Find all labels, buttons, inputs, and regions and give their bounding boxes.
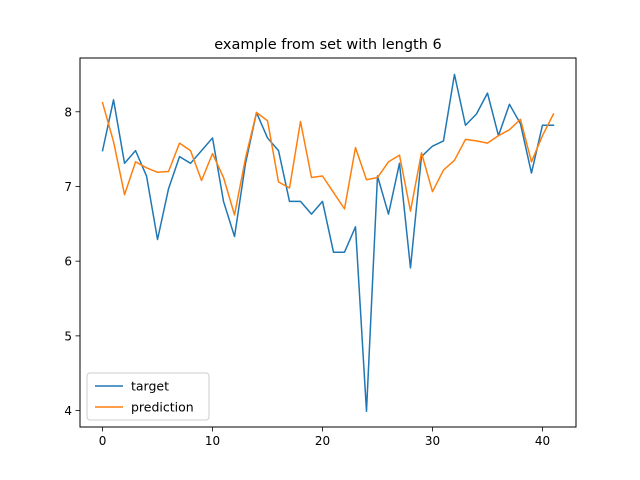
legend: target prediction [86,372,210,421]
x-tick-label: 20 [315,434,330,448]
y-tick-label: 5 [64,329,72,343]
chart-title: example from set with length 6 [214,37,442,53]
y-tick-label: 4 [64,404,72,418]
y-axis: 4 5 6 7 8 [64,105,80,418]
series-line-target [101,73,555,413]
x-tick-label: 10 [205,434,220,448]
y-tick-label: 8 [64,105,72,119]
legend-label-target: target [131,379,169,394]
x-tick-label: 0 [99,434,107,448]
x-axis: 0 10 20 30 40 [99,427,550,448]
series-line-prediction [101,101,555,216]
y-tick-label: 6 [64,255,72,269]
x-tick-label: 30 [425,434,440,448]
x-tick-label: 40 [535,434,550,448]
series-layer [101,73,555,413]
legend-box [86,372,210,421]
plot-area-frame [79,57,577,428]
y-tick-label: 7 [64,180,72,194]
legend-label-prediction: prediction [131,400,194,415]
